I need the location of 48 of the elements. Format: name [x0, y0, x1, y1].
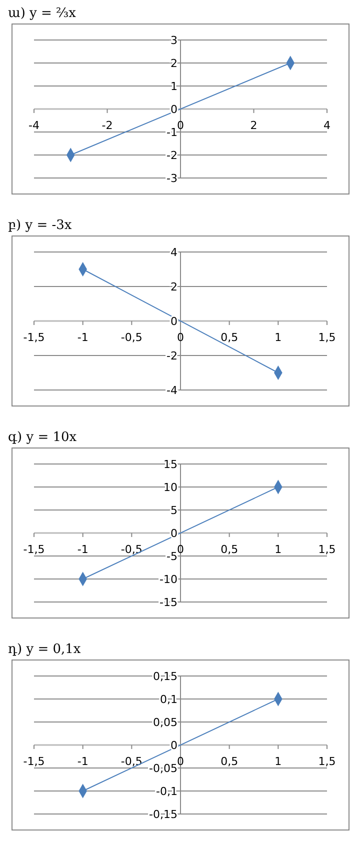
x-tick-label: 1 — [274, 755, 282, 768]
x-tick-label: -1,5 — [23, 543, 45, 556]
y-tick-label: 3 — [170, 34, 178, 47]
y-tick-label: -2 — [166, 149, 178, 162]
x-tick-label: -0,5 — [120, 543, 142, 556]
y-tick-label: 0,05 — [153, 716, 178, 729]
y-tick-label: -0,15 — [149, 808, 178, 821]
x-tick-label: 1,5 — [318, 543, 336, 556]
chart-title: ա) y = ⅔x — [8, 6, 77, 21]
y-tick-label: -4 — [166, 384, 178, 397]
y-tick-label: -5 — [166, 550, 178, 563]
y-tick-label: 2 — [170, 280, 178, 294]
x-tick-label: 1 — [274, 543, 282, 556]
y-tick-label: 0,15 — [153, 670, 178, 683]
y-tick-label: 0 — [170, 315, 178, 328]
y-tick-label: 2 — [170, 57, 178, 70]
x-tick-label: 1,5 — [318, 755, 336, 768]
y-tick-label: -3 — [166, 172, 178, 185]
y-tick-label: -0,1 — [156, 785, 178, 798]
y-tick-label: -2 — [166, 350, 178, 362]
y-tick-label: 15 — [164, 458, 178, 471]
x-tick-label: 2 — [250, 119, 258, 132]
y-tick-label: 1 — [170, 80, 178, 93]
y-tick-label: -15 — [160, 596, 178, 609]
x-tick-label: -1 — [77, 755, 88, 768]
x-tick-label: 0,5 — [220, 755, 238, 768]
x-tick-label: -1 — [77, 331, 88, 344]
x-tick-label: -4 — [28, 119, 40, 132]
y-tick-label: 10 — [164, 481, 178, 494]
x-tick-label: 1,5 — [318, 331, 336, 344]
y-tick-label: -10 — [160, 573, 178, 586]
x-tick-label: -1 — [77, 543, 88, 556]
y-tick-label: 0,1 — [160, 693, 178, 706]
chart-title: բ) y = -3x — [8, 218, 72, 233]
chart-title: դ) y = 0,1x — [8, 642, 82, 657]
y-tick-label: 4 — [170, 246, 178, 259]
y-tick-label: 5 — [170, 504, 178, 517]
x-tick-label: -0,5 — [120, 755, 142, 768]
x-tick-label: 1 — [274, 331, 282, 344]
x-tick-label: -2 — [102, 119, 113, 132]
chart-title: գ) y = 10x — [8, 430, 78, 445]
x-tick-label: -1,5 — [23, 331, 45, 344]
x-tick-label: 4 — [324, 119, 330, 132]
x-tick-label: -1,5 — [23, 755, 45, 768]
x-tick-label: 0,5 — [220, 543, 238, 556]
x-tick-label: -0,5 — [120, 331, 142, 344]
x-tick-label: 0,5 — [220, 331, 238, 344]
y-tick-label: -0,05 — [149, 762, 178, 775]
